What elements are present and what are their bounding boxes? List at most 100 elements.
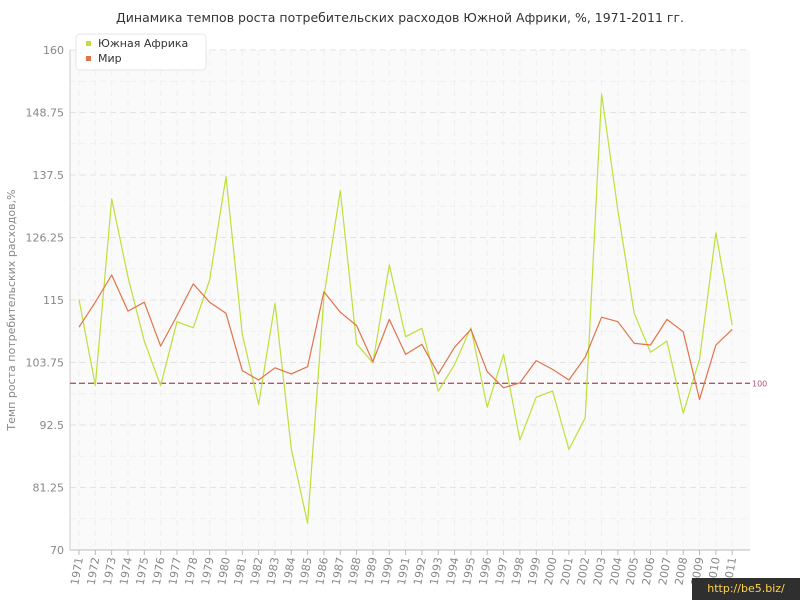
data-point [143, 340, 145, 342]
data-point [225, 175, 227, 177]
x-tick-label: 1976 [150, 556, 168, 586]
x-tick-label: 1988 [346, 556, 364, 586]
data-point [208, 279, 210, 281]
data-point [94, 384, 96, 386]
legend-swatch [86, 56, 91, 61]
y-tick-label: 126.25 [26, 232, 65, 245]
x-tick-label: 1997 [493, 556, 511, 586]
reference-line-layer: 100 [70, 379, 767, 388]
data-point [682, 412, 684, 414]
x-tick-label: 2004 [607, 556, 625, 586]
data-point [584, 417, 586, 419]
data-point [600, 93, 602, 95]
data-point [323, 290, 325, 292]
data-point [437, 390, 439, 392]
x-tick-label: 1986 [313, 556, 331, 586]
x-tick-label: 1972 [85, 556, 103, 586]
data-point [225, 312, 227, 314]
data-point [633, 312, 635, 314]
data-point [241, 333, 243, 335]
x-tick-label: 1984 [281, 556, 299, 586]
x-tick-label: 1981 [232, 556, 250, 586]
x-tick-label: 1989 [362, 556, 380, 586]
x-tick-label: 1971 [68, 556, 86, 586]
data-point [584, 356, 586, 358]
data-point [143, 301, 145, 303]
grid-layer [70, 49, 750, 550]
data-point [486, 406, 488, 408]
data-point [306, 522, 308, 524]
data-point [551, 390, 553, 392]
x-tick-label: 1998 [509, 556, 527, 586]
data-point [94, 301, 96, 303]
data-point [306, 365, 308, 367]
x-tick-label: 1993 [428, 556, 446, 586]
data-point [682, 330, 684, 332]
data-point [372, 360, 374, 362]
data-point [502, 387, 504, 389]
data-point [290, 373, 292, 375]
x-tick-label: 1983 [264, 556, 282, 586]
data-point [388, 318, 390, 320]
axis-layer: 70 81.25 92.5 103.75 115 126.25 137.5 148.75 160… [5, 44, 750, 586]
watermark: http://be5.biz/ [692, 578, 800, 600]
data-point [176, 320, 178, 322]
data-point [339, 189, 341, 191]
data-point [470, 328, 472, 330]
y-tick-label: 137.5 [33, 169, 65, 182]
data-point [600, 316, 602, 318]
x-tick-label: 1974 [117, 556, 135, 586]
data-point [649, 344, 651, 346]
data-point [568, 448, 570, 450]
x-tick-label: 2000 [542, 556, 560, 586]
data-point [192, 327, 194, 329]
data-point [127, 276, 129, 278]
data-point [731, 328, 733, 330]
data-point [159, 345, 161, 347]
data-point [274, 302, 276, 304]
x-tick-label: 1979 [199, 556, 217, 586]
data-point [519, 382, 521, 384]
y-tick-label: 92.5 [40, 419, 65, 432]
legend: Южная Африка Мир [75, 33, 207, 71]
data-point [551, 368, 553, 370]
x-tick-label: 1991 [395, 556, 413, 586]
data-point [535, 359, 537, 361]
data-point [257, 379, 259, 381]
x-tick-label: 1980 [215, 556, 233, 586]
x-tick-label: 1975 [134, 556, 152, 586]
data-point [388, 264, 390, 266]
data-point [666, 318, 668, 320]
data-point [241, 369, 243, 371]
data-point [649, 351, 651, 353]
data-point [176, 314, 178, 316]
data-point [339, 311, 341, 313]
x-tick-label: 2003 [591, 556, 609, 586]
data-point [715, 232, 717, 234]
x-tick-label: 2005 [624, 556, 642, 586]
x-tick-label: 1985 [297, 556, 315, 586]
data-point [519, 439, 521, 441]
data-point [159, 384, 161, 386]
x-tick-label: 1978 [183, 556, 201, 586]
x-tick-label: 2007 [656, 556, 674, 586]
x-tick-label: 1995 [460, 556, 478, 586]
chart-title: Динамика темпов роста потребительских ра… [116, 10, 684, 25]
data-point [110, 198, 112, 200]
data-point [208, 301, 210, 303]
y-axis-title: Темп роста потребительских расходов,% [5, 189, 18, 431]
x-tick-label: 2001 [558, 556, 576, 586]
legend-box [75, 33, 207, 71]
data-point [666, 340, 668, 342]
data-point [257, 403, 259, 405]
data-point [698, 358, 700, 360]
x-tick-label: 2008 [672, 556, 690, 586]
legend-swatch [86, 41, 91, 46]
y-tick-label: 148.75 [26, 107, 65, 120]
data-point [568, 379, 570, 381]
legend-label: Южная Африка [98, 37, 188, 50]
x-tick-label: 1994 [444, 556, 462, 586]
data-point [617, 320, 619, 322]
series-line-1 [78, 274, 733, 400]
